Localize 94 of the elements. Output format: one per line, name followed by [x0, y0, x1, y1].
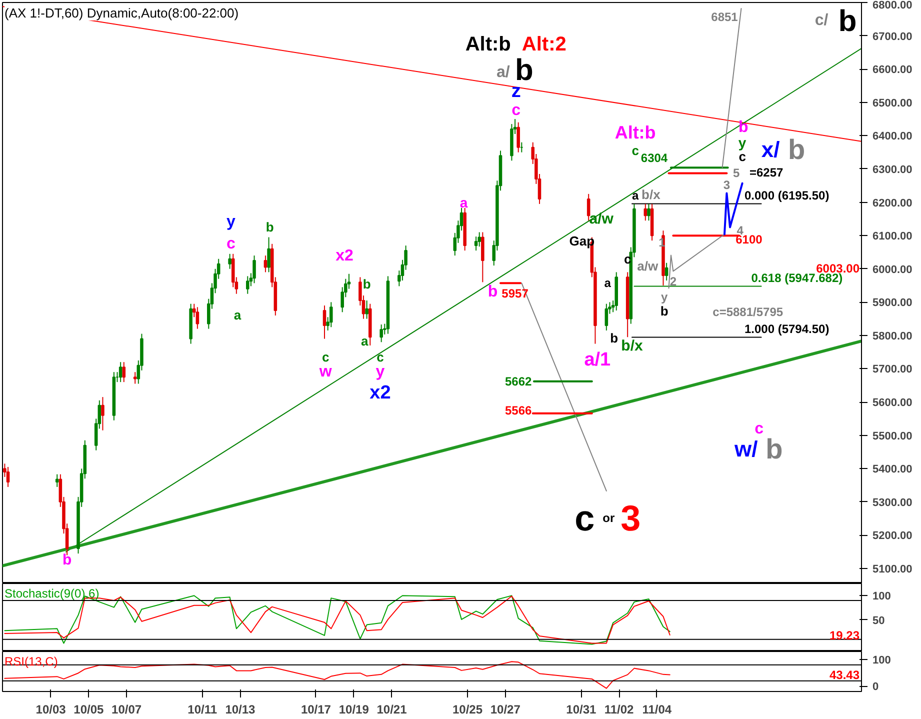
y-tick-label: 5800.00 — [872, 330, 912, 342]
annotation: Alt:b — [614, 122, 656, 142]
annotation: c=5881/5795 — [712, 305, 784, 320]
annotation: 43.43 — [829, 668, 860, 682]
x-tick-label: 11/04 — [642, 702, 672, 716]
annotation: c — [574, 497, 595, 538]
annotation: c/ — [814, 12, 829, 29]
y-tick-label: 6400.00 — [872, 130, 912, 143]
annotation: b — [838, 4, 857, 38]
annotation: a — [604, 276, 612, 290]
x-tick-label: 10/13 — [225, 702, 256, 716]
x-tick-label: 10/19 — [338, 702, 370, 716]
annotation: 5566 — [504, 404, 532, 418]
annotation: 5662 — [504, 374, 532, 389]
annotation: w — [318, 364, 332, 381]
annotation: 3 — [620, 497, 641, 538]
annotation: 1.000 (5794.50) — [744, 322, 830, 336]
y-tick-label: 5300.00 — [872, 496, 912, 509]
y-tick-label: 5600.00 — [872, 397, 912, 410]
x-tick-label: 10/11 — [188, 702, 218, 716]
annotation: 3 — [723, 178, 730, 192]
y-tick-label: 6300.00 — [872, 164, 912, 176]
annotation: w/ — [734, 436, 758, 462]
annotation: or — [602, 510, 615, 525]
annotation: c — [754, 420, 764, 438]
annotation: c — [632, 142, 639, 158]
annotation: 6851 — [711, 10, 738, 24]
annotation: 5 — [732, 166, 740, 180]
chart-title: Stochastic(9(0),6) — [4, 586, 100, 600]
x-tick-label: 10/07 — [112, 702, 142, 716]
annotation: c — [322, 350, 330, 365]
annotation: x/ — [761, 136, 780, 162]
annotation: a/ — [496, 64, 510, 81]
annotation: c — [226, 236, 236, 253]
y-tick-label: 6500.00 — [872, 97, 912, 110]
x-tick-label: 10/03 — [36, 702, 66, 716]
annotation: b — [362, 276, 371, 292]
y-tick-label: 6800.00 — [872, 0, 912, 12]
annotation: b/x — [642, 186, 662, 202]
y-tick-label: 6200.00 — [872, 197, 912, 210]
annotation: a — [632, 188, 639, 202]
annotation: 2 — [670, 274, 677, 289]
annotation: Alt:2 — [522, 33, 566, 56]
x-tick-label: 10/25 — [452, 702, 483, 716]
annotation: c — [376, 350, 384, 365]
y-tick-label: 100 — [872, 590, 891, 603]
y-tick-label: 5400.00 — [872, 464, 912, 476]
x-tick-label: 10/27 — [490, 702, 521, 716]
y-tick-label: 6700.00 — [872, 30, 912, 43]
annotation: y — [376, 364, 385, 381]
annotation: a — [460, 194, 468, 210]
y-tick-label: 5700.00 — [872, 364, 912, 376]
annotation: y — [226, 214, 236, 231]
chart-title: (AX 1!-DT,60) Dynamic,Auto(8:00-22:00) — [4, 6, 239, 20]
x-tick-label: 10/05 — [74, 702, 104, 716]
annotation: 6304 — [640, 150, 668, 165]
y-tick-label: 5200.00 — [872, 530, 912, 542]
y-tick-label: 5900.00 — [872, 297, 912, 310]
annotation: a/w — [637, 258, 659, 274]
annotation: b/x — [621, 338, 644, 355]
annotation: 19.23 — [829, 628, 860, 642]
annotation: b — [62, 552, 72, 569]
annotation: b — [788, 134, 806, 165]
annotation: y — [738, 134, 746, 150]
y-tick-label: 100 — [872, 654, 891, 666]
annotation: c — [512, 102, 521, 119]
annotation: b — [266, 220, 274, 235]
annotation: x2 — [370, 382, 391, 404]
annotation: Alt:b — [465, 33, 511, 56]
annotation: a — [234, 308, 242, 323]
annotation: b — [610, 330, 618, 346]
annotation: y — [661, 290, 668, 304]
annotation: b — [660, 304, 668, 319]
annotation: a/w — [589, 210, 614, 228]
annotation: b — [488, 284, 498, 301]
y-tick-label: 6600.00 — [872, 64, 912, 76]
y-tick-label: 6100.00 — [872, 230, 912, 243]
x-tick-label: 10/17 — [300, 702, 332, 716]
annotation: 5957 — [502, 286, 529, 301]
y-tick-label: 0 — [872, 681, 879, 694]
annotation: x2 — [336, 248, 354, 265]
annotation: b — [738, 118, 749, 136]
y-tick-label: 6000.00 — [872, 264, 912, 276]
x-tick-label: 11/02 — [604, 702, 634, 716]
annotation: 0.000 (6195.50) — [744, 188, 830, 202]
x-tick-label: 10/31 — [566, 702, 597, 716]
y-tick-label: 5100.00 — [872, 564, 912, 576]
x-tick-label: 10/21 — [376, 702, 408, 716]
annotation: a — [360, 334, 369, 349]
annotation: a/1 — [584, 350, 612, 371]
y-tick-label: 5500.00 — [872, 430, 912, 442]
y-tick-label: 50 — [872, 614, 885, 627]
annotation: =6257 — [749, 165, 784, 180]
annotation: b — [766, 433, 783, 464]
